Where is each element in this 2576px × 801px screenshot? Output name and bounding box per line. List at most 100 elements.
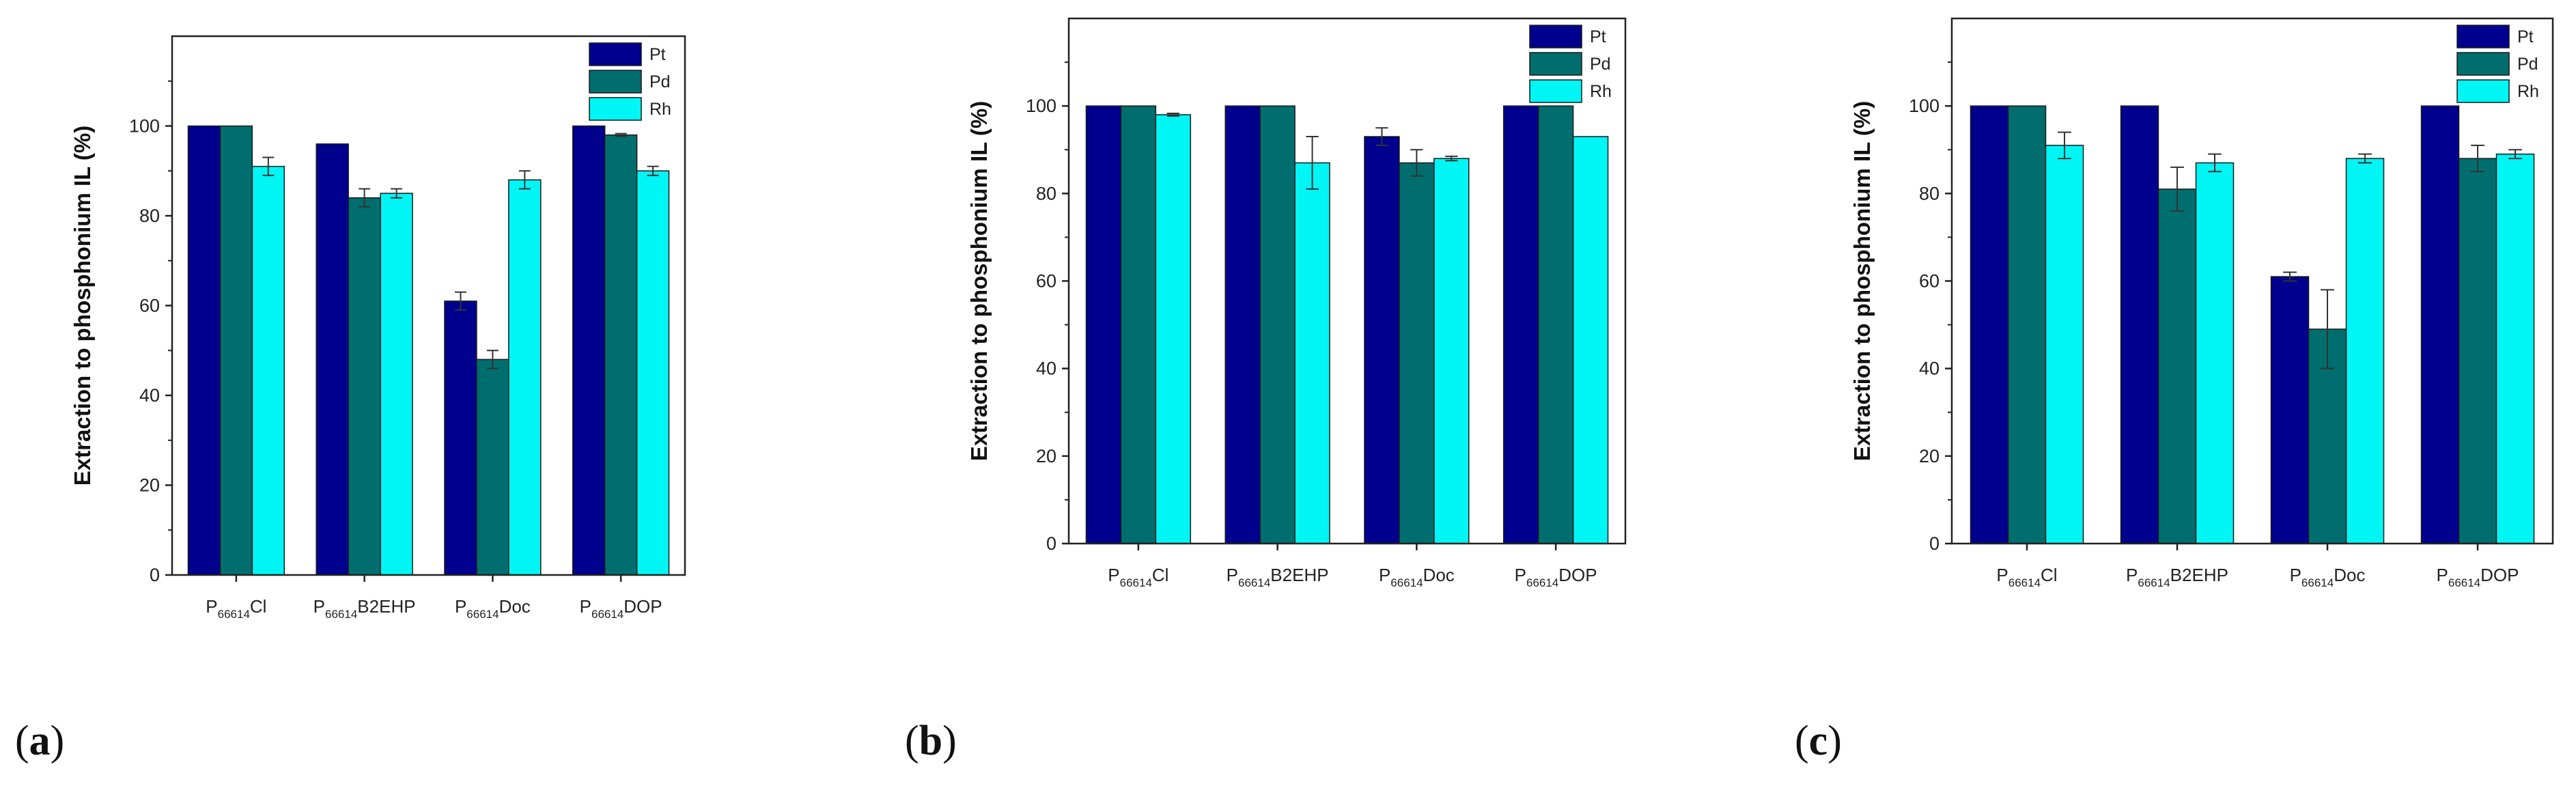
x-tick-label-3: P66614DOP xyxy=(2437,565,2519,589)
x-tick-label-3: P66614DOP xyxy=(580,596,662,621)
error-bar-rh-0 xyxy=(2058,131,2071,160)
bar-pd-0 xyxy=(219,125,253,576)
legend-label-pd: Pd xyxy=(1590,55,1611,74)
x-tick-label-3: P66614DOP xyxy=(1515,565,1597,589)
bar-rh-2 xyxy=(508,179,542,576)
bar-pd-2 xyxy=(1399,162,1435,544)
x-tick-label-2: P66614Doc xyxy=(2290,565,2366,589)
bar-pd-0 xyxy=(2007,105,2047,544)
legend-swatch-pt xyxy=(1529,25,1582,48)
bar-rh-0 xyxy=(1155,114,1192,544)
bar-pt-3 xyxy=(1502,105,1539,544)
legend: Pt Pd Rh xyxy=(1529,25,1612,103)
error-bar-rh-2 xyxy=(2358,153,2372,164)
legend-swatch-pt xyxy=(589,42,642,66)
panel-caption-b: (b) xyxy=(905,718,957,764)
error-bar-rh-0 xyxy=(262,156,275,176)
bar-pt-2 xyxy=(444,300,477,576)
legend-label-pt: Pt xyxy=(649,45,666,64)
bar-pd-3 xyxy=(1537,105,1574,544)
bar-rh-1 xyxy=(2195,162,2235,544)
y-axis-label: Extraction to phosphonium IL (%) xyxy=(966,101,992,461)
bar-pd-1 xyxy=(348,197,381,576)
error-bar-rh-3 xyxy=(647,165,659,176)
bar-pd-0 xyxy=(1120,105,1157,544)
bar-pt-1 xyxy=(1224,105,1261,544)
chart-panel-c: 0 20 40 60 80 100 P66614Cl P66614B2EHP P66614Doc… xyxy=(1849,17,2554,589)
legend-swatch-pd xyxy=(589,70,642,94)
error-bar-pd-2 xyxy=(1410,149,1423,177)
panel-caption-a: (a) xyxy=(15,718,65,764)
bar-rh-3 xyxy=(2495,153,2535,544)
y-tick-label: 60 xyxy=(1036,271,1056,292)
bar-pt-3 xyxy=(572,125,606,576)
legend-label-pt: Pt xyxy=(2517,27,2534,46)
x-tick-label-1: P66614B2EHP xyxy=(313,596,416,621)
error-bar-rh-2 xyxy=(518,170,531,190)
chart-panel-b: 0 20 40 60 80 100 P66614Cl P66614B2EHP P66614Doc… xyxy=(966,17,1627,589)
y-tick-label: 100 xyxy=(1026,96,1056,116)
x-tick-label-0: P66614Cl xyxy=(206,596,266,621)
error-bar-rh-1 xyxy=(1306,136,1319,190)
bar-pt-0 xyxy=(1085,105,1122,544)
bar-pt-2 xyxy=(2270,276,2310,544)
bar-pd-3 xyxy=(604,134,638,576)
y-tick-label: 60 xyxy=(1919,271,1940,292)
bar-pt-0 xyxy=(1970,105,2009,544)
bar-rh-3 xyxy=(636,170,670,576)
y-tick-label: 80 xyxy=(139,206,160,226)
legend-swatch-pd xyxy=(1529,52,1582,76)
legend: Pt Pd Rh xyxy=(2456,25,2539,103)
bar-pt-2 xyxy=(1364,136,1400,544)
error-bar-rh-2 xyxy=(1445,155,1458,162)
bar-pd-1 xyxy=(1259,105,1296,544)
panel-caption-c: (c) xyxy=(1795,718,1842,764)
legend-label-pd: Pd xyxy=(2517,55,2538,74)
y-tick-label: 0 xyxy=(1046,533,1056,554)
bar-pt-3 xyxy=(2420,105,2460,544)
legend-label-pt: Pt xyxy=(1590,27,1606,46)
error-bar-pd-2 xyxy=(2321,289,2334,369)
bar-pt-1 xyxy=(2120,105,2159,544)
bar-pd-2 xyxy=(476,359,509,576)
error-bar-rh-0 xyxy=(1166,113,1179,117)
error-bar-rh-1 xyxy=(391,188,403,199)
bar-rh-1 xyxy=(1294,162,1330,544)
legend-swatch-rh xyxy=(1529,79,1582,103)
bar-rh-3 xyxy=(1572,136,1609,544)
bar-rh-2 xyxy=(1433,158,1470,544)
y-tick-label: 80 xyxy=(1919,183,1940,203)
error-bar-pt-2 xyxy=(1375,127,1388,146)
error-bar-pd-1 xyxy=(2170,166,2184,212)
x-tick-label-1: P66614B2EHP xyxy=(2126,565,2228,589)
y-tick-label: 20 xyxy=(1036,446,1056,466)
y-tick-label: 0 xyxy=(1929,533,1940,554)
bar-pt-0 xyxy=(187,125,221,576)
x-tick-label-0: P66614Cl xyxy=(1996,565,2057,589)
legend-label-pd: Pd xyxy=(649,72,671,92)
bar-pt-1 xyxy=(316,143,349,576)
bar-pd-3 xyxy=(2458,158,2497,544)
bar-pd-1 xyxy=(2157,188,2197,544)
y-tick-label: 40 xyxy=(1036,359,1056,379)
bar-rh-0 xyxy=(251,165,285,576)
error-bar-pt-2 xyxy=(454,291,466,311)
y-tick-label: 60 xyxy=(139,296,160,316)
y-tick-label: 0 xyxy=(150,565,160,585)
legend: Pt Pd Rh xyxy=(589,42,671,121)
error-bar-pd-3 xyxy=(615,132,627,137)
x-tick-label-1: P66614B2EHP xyxy=(1227,565,1329,589)
y-tick-label: 20 xyxy=(1919,446,1940,466)
y-axis-label: Extraction to phosphonium IL (%) xyxy=(70,126,95,486)
y-tick-label: 100 xyxy=(129,116,160,137)
error-bar-pd-3 xyxy=(2471,144,2484,173)
legend-label-rh: Rh xyxy=(649,100,671,119)
bar-rh-0 xyxy=(2045,145,2084,544)
bar-rh-1 xyxy=(380,193,413,576)
error-bar-pd-1 xyxy=(359,188,371,208)
legend-swatch-rh xyxy=(589,97,642,121)
error-bar-rh-1 xyxy=(2208,153,2222,173)
legend-swatch-pt xyxy=(2456,25,2510,48)
y-tick-label: 80 xyxy=(1036,183,1056,203)
